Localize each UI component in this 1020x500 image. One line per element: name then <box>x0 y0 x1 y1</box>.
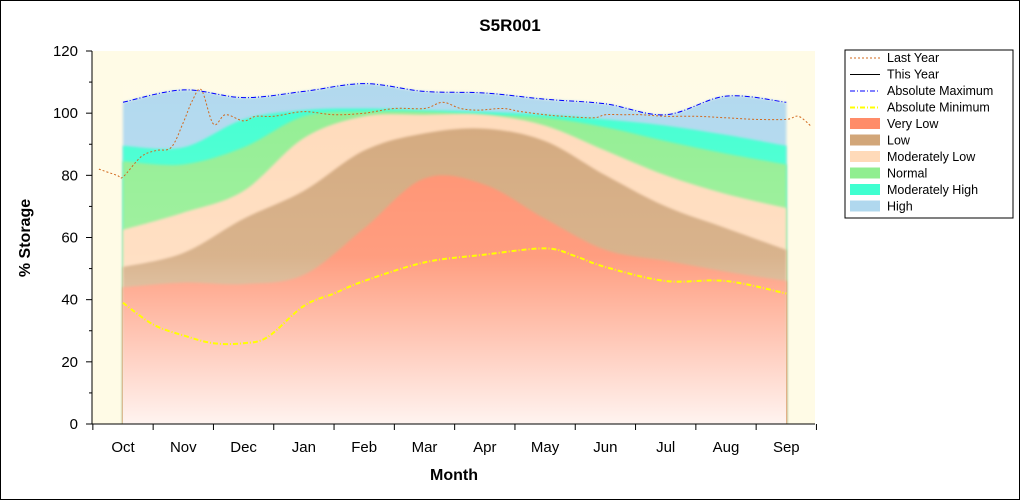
y-tick-label: 0 <box>70 416 78 433</box>
legend-label: Moderately High <box>887 183 978 197</box>
legend-entry-low: Low <box>850 134 911 148</box>
y-tick-label: 100 <box>53 105 78 122</box>
legend-entry-very-low: Very Low <box>850 117 939 131</box>
x-tick-label: Jun <box>593 439 617 456</box>
legend-label: Normal <box>887 167 927 181</box>
y-tick-label: 80 <box>61 167 78 184</box>
y-tick-label: 40 <box>61 292 78 309</box>
legend-entry-last-year: Last Year <box>850 51 939 65</box>
x-tick-label: Jan <box>292 439 316 456</box>
legend-band-swatch <box>850 134 880 146</box>
legend-entry-this-year: This Year <box>850 68 939 82</box>
x-tick-label: Aug <box>713 439 740 456</box>
legend-entry-absolute-maximum: Absolute Maximum <box>850 84 993 98</box>
legend-band-swatch <box>850 184 880 195</box>
x-tick-label: Sep <box>773 439 800 456</box>
y-tick-label: 20 <box>61 354 78 371</box>
legend-entry-absolute-minimum: Absolute Minimum <box>850 101 990 115</box>
legend-band-swatch <box>850 151 880 162</box>
x-tick-label: Dec <box>230 439 257 456</box>
line-layer <box>98 83 811 346</box>
legend-label: Moderately Low <box>887 150 976 164</box>
legend: Last Year This Year Absolute Maximum Absolu… <box>850 51 993 214</box>
legend-label: Absolute Maximum <box>887 84 993 98</box>
x-ticks: Oct Nov Dec Jan Feb Mar Apr May Jun Jul Aug Sep <box>92 424 817 456</box>
x-tick-label: May <box>531 439 560 456</box>
x-tick-label: Nov <box>170 439 197 456</box>
x-tick-label: Oct <box>111 439 135 456</box>
legend-entry-moderately-high: Moderately High <box>850 183 978 197</box>
series-absolute-minimum <box>122 247 787 346</box>
series-last-year <box>98 88 811 179</box>
legend-label: Low <box>887 134 911 148</box>
legend-label: This Year <box>887 68 939 82</box>
y-tick-label: 60 <box>61 230 78 247</box>
legend-entry-moderately-low: Moderately Low <box>850 150 976 164</box>
x-tick-label: Feb <box>351 439 377 456</box>
chart-title: S5R001 <box>479 16 540 35</box>
legend-label: Very Low <box>887 117 939 131</box>
legend-band-swatch <box>850 118 880 129</box>
x-tick-label: Apr <box>473 439 496 456</box>
x-tick-label: Mar <box>412 439 438 456</box>
legend-label: Absolute Minimum <box>887 101 990 115</box>
y-axis-label: % Storage <box>17 199 34 277</box>
legend-entry-high: High <box>850 200 913 214</box>
legend-band-swatch <box>850 167 880 179</box>
legend-band-swatch <box>850 200 880 212</box>
legend-entry-normal: Normal <box>850 167 927 181</box>
band-fade <box>123 51 786 424</box>
y-tick-label: 120 <box>53 43 78 60</box>
legend-label: Last Year <box>887 51 939 65</box>
x-axis-label: Month <box>430 467 478 484</box>
y-ticks: 0 20 40 60 80 100 120 <box>53 43 92 433</box>
legend-label: High <box>887 200 913 214</box>
x-tick-label: Jul <box>656 439 675 456</box>
